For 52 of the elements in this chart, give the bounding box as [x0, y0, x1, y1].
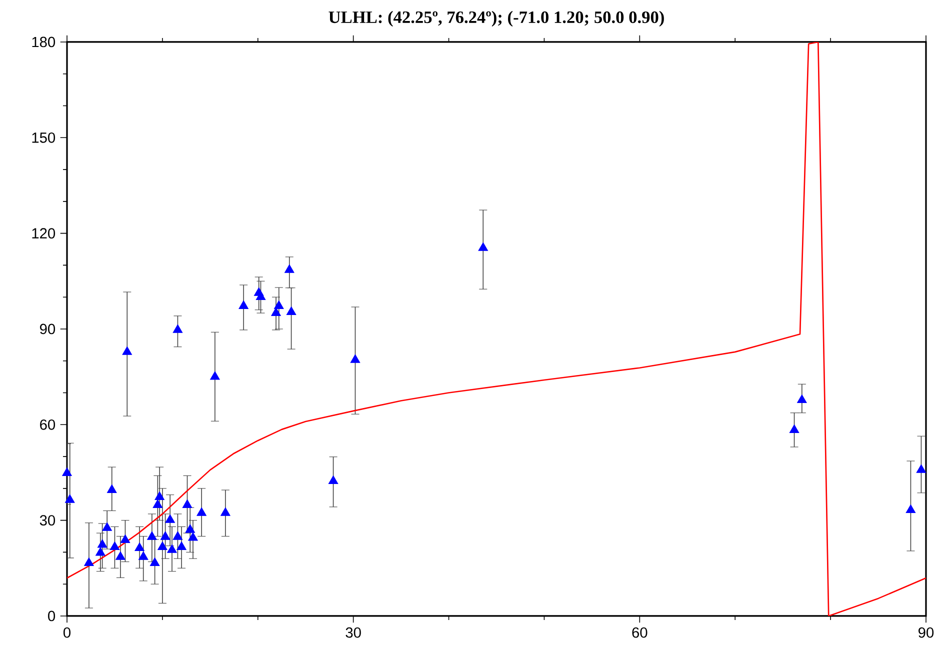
x-tick-label: 90 [918, 627, 934, 638]
point [182, 499, 192, 508]
point [328, 475, 338, 484]
point [478, 242, 488, 251]
y-tick-label: 120 [32, 228, 56, 239]
point [106, 484, 117, 493]
point [916, 464, 926, 473]
point [210, 371, 220, 380]
point [789, 424, 800, 434]
y-tick-label: 90 [40, 324, 56, 334]
y-tick-label: 150 [32, 132, 56, 143]
point [220, 507, 230, 516]
point [97, 539, 108, 548]
point [62, 468, 72, 476]
point [116, 551, 126, 560]
point [147, 531, 157, 540]
point [102, 522, 112, 531]
point [154, 491, 164, 500]
point [165, 514, 175, 523]
point [167, 544, 177, 553]
point [122, 346, 132, 355]
x-tick-label: 0 [63, 627, 70, 638]
point [286, 306, 296, 316]
point [274, 300, 284, 309]
y-tick-label: 60 [40, 419, 56, 430]
point [134, 542, 144, 551]
point [172, 531, 183, 540]
point [238, 300, 248, 309]
point [64, 494, 75, 503]
point [350, 354, 360, 363]
point [185, 524, 196, 533]
point [158, 542, 168, 550]
point [96, 547, 106, 556]
y-tick-label: 30 [40, 515, 56, 526]
point [110, 542, 120, 550]
y-tick-label: 0 [48, 610, 56, 622]
point [188, 532, 198, 541]
point [172, 324, 183, 333]
x-tick-label: 60 [632, 627, 648, 638]
point [152, 499, 163, 508]
x-tick-label: 30 [346, 627, 361, 638]
point [120, 534, 130, 544]
point [84, 557, 94, 566]
point [176, 542, 186, 550]
chart-title: ULHL: (42.25º, 76.24º); (-71.0 1.20; 50.0 0.90) [328, 10, 664, 27]
point [906, 504, 916, 514]
point [284, 264, 294, 273]
point [160, 531, 170, 540]
point [138, 551, 148, 560]
point [797, 394, 807, 404]
point [196, 507, 206, 516]
y-tick-label: 180 [32, 36, 56, 48]
